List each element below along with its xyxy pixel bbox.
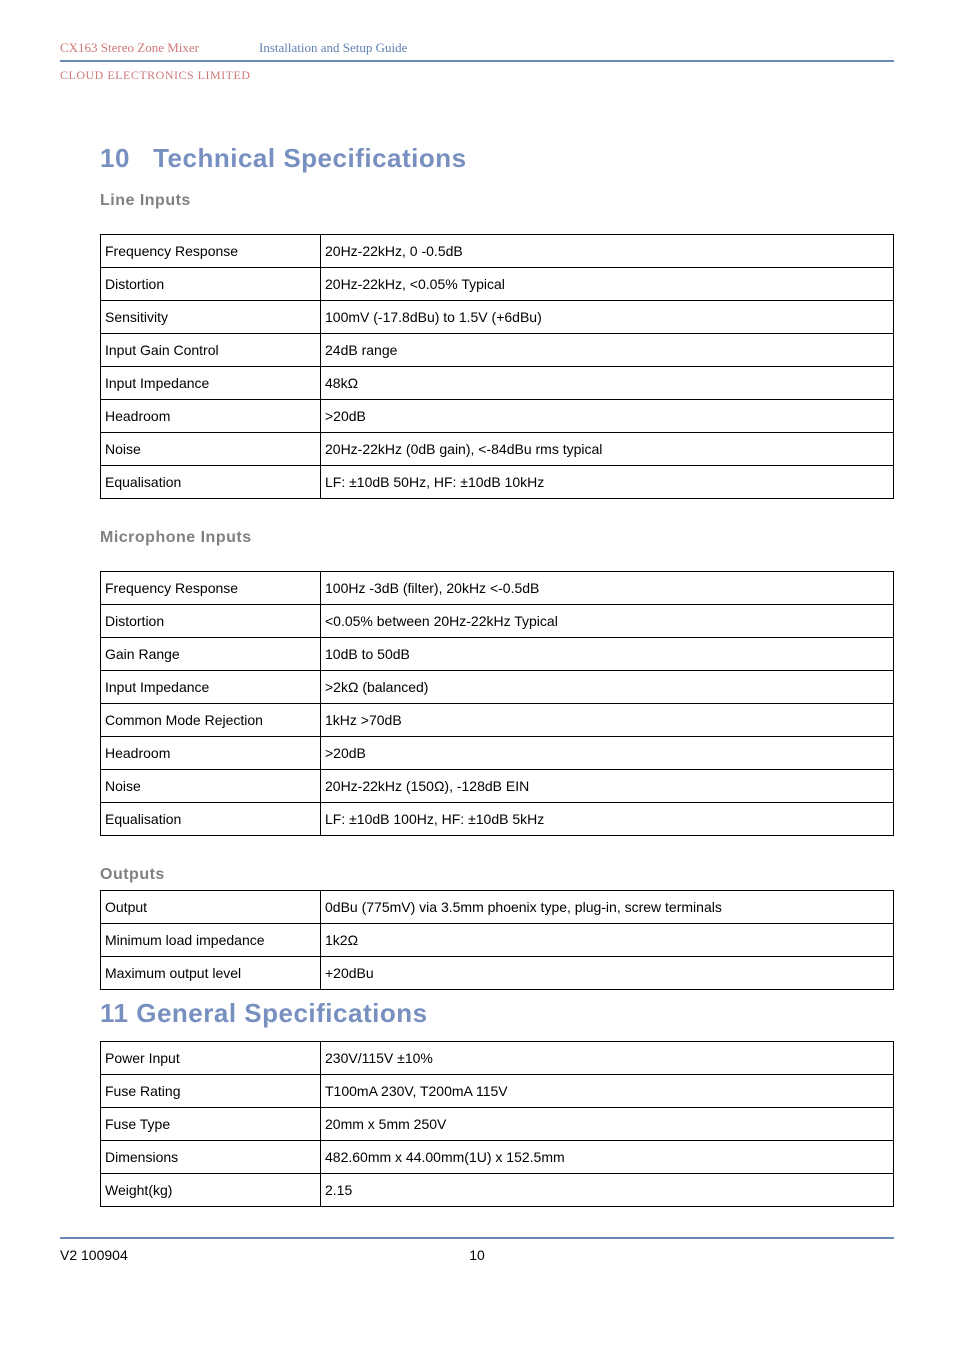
spec-value: <0.05% between 20Hz-22kHz Typical [321, 605, 894, 638]
table-row: Input Impedance48kΩ [101, 367, 894, 400]
header-rule [60, 60, 894, 62]
table-row: Frequency Response20Hz-22kHz, 0 -0.5dB [101, 235, 894, 268]
section-11-heading: 11 General Specifications [100, 998, 894, 1029]
line-inputs-heading: Line Inputs [100, 192, 894, 210]
spec-label: Fuse Type [101, 1108, 321, 1141]
spec-label: Frequency Response [101, 572, 321, 605]
section-10-heading: 10 Technical Specifications [100, 143, 894, 174]
spec-label: Sensitivity [101, 301, 321, 334]
line-inputs-table: Frequency Response20Hz-22kHz, 0 -0.5dB D… [100, 234, 894, 499]
table-row: Weight(kg)2.15 [101, 1174, 894, 1207]
outputs-table: Output0dBu (775mV) via 3.5mm phoenix typ… [100, 890, 894, 990]
spec-value: 20Hz-22kHz, <0.05% Typical [321, 268, 894, 301]
spec-label: Common Mode Rejection [101, 704, 321, 737]
spec-label: Headroom [101, 400, 321, 433]
table-row: Noise20Hz-22kHz (150Ω), -128dB EIN [101, 770, 894, 803]
spec-label: Gain Range [101, 638, 321, 671]
spec-value: >20dB [321, 737, 894, 770]
spec-label: Equalisation [101, 803, 321, 836]
spec-value: 230V/115V ±10% [321, 1042, 894, 1075]
spec-label: Noise [101, 770, 321, 803]
spec-label: Distortion [101, 268, 321, 301]
footer-rule [60, 1237, 894, 1239]
spec-value: 2.15 [321, 1174, 894, 1207]
header-doc-title: Installation and Setup Guide [259, 40, 407, 56]
section-10-number: 10 [100, 143, 130, 173]
spec-label: Output [101, 891, 321, 924]
spec-label: Input Impedance [101, 671, 321, 704]
table-row: EqualisationLF: ±10dB 100Hz, HF: ±10dB 5… [101, 803, 894, 836]
spec-value: 1k2Ω [321, 924, 894, 957]
spec-value: 20mm x 5mm 250V [321, 1108, 894, 1141]
spec-value: >20dB [321, 400, 894, 433]
table-row: Fuse Type20mm x 5mm 250V [101, 1108, 894, 1141]
table-row: Output0dBu (775mV) via 3.5mm phoenix typ… [101, 891, 894, 924]
spec-label: Headroom [101, 737, 321, 770]
table-row: Input Gain Control24dB range [101, 334, 894, 367]
table-row: Distortion20Hz-22kHz, <0.05% Typical [101, 268, 894, 301]
page-footer: V2 100904 10 [60, 1247, 894, 1263]
spec-value: 20Hz-22kHz (150Ω), -128dB EIN [321, 770, 894, 803]
table-row: Minimum load impedance1k2Ω [101, 924, 894, 957]
spec-value: 48kΩ [321, 367, 894, 400]
spec-value: LF: ±10dB 50Hz, HF: ±10dB 10kHz [321, 466, 894, 499]
spec-value: 482.60mm x 44.00mm(1U) x 152.5mm [321, 1141, 894, 1174]
mic-inputs-table: Frequency Response100Hz -3dB (filter), 2… [100, 571, 894, 836]
spec-label: Frequency Response [101, 235, 321, 268]
spec-value: 10dB to 50dB [321, 638, 894, 671]
spec-label: Dimensions [101, 1141, 321, 1174]
page-header: CX163 Stereo Zone Mixer Installation and… [60, 40, 894, 56]
spec-value: 20Hz-22kHz, 0 -0.5dB [321, 235, 894, 268]
spec-label: Input Impedance [101, 367, 321, 400]
table-row: Fuse RatingT100mA 230V, T200mA 115V [101, 1075, 894, 1108]
spec-label: Power Input [101, 1042, 321, 1075]
table-row: EqualisationLF: ±10dB 50Hz, HF: ±10dB 10… [101, 466, 894, 499]
spec-value: 100mV (-17.8dBu) to 1.5V (+6dBu) [321, 301, 894, 334]
spec-value: LF: ±10dB 100Hz, HF: ±10dB 5kHz [321, 803, 894, 836]
spec-value: 1kHz >70dB [321, 704, 894, 737]
table-row: Dimensions482.60mm x 44.00mm(1U) x 152.5… [101, 1141, 894, 1174]
table-row: Headroom>20dB [101, 737, 894, 770]
spec-label: Weight(kg) [101, 1174, 321, 1207]
section-11-title: General Specifications [136, 998, 427, 1028]
spec-value: 20Hz-22kHz (0dB gain), <-84dBu rms typic… [321, 433, 894, 466]
section-11-number: 11 [100, 998, 129, 1028]
spec-label: Noise [101, 433, 321, 466]
spec-label: Fuse Rating [101, 1075, 321, 1108]
mic-inputs-heading: Microphone Inputs [100, 529, 894, 547]
footer-version: V2 100904 [60, 1247, 128, 1263]
company-name: CLOUD ELECTRONICS LIMITED [60, 68, 894, 83]
spec-label: Minimum load impedance [101, 924, 321, 957]
table-row: Gain Range10dB to 50dB [101, 638, 894, 671]
spec-label: Maximum output level [101, 957, 321, 990]
section-10-title: Technical Specifications [153, 143, 467, 173]
table-row: Noise20Hz-22kHz (0dB gain), <-84dBu rms … [101, 433, 894, 466]
table-row: Sensitivity100mV (-17.8dBu) to 1.5V (+6d… [101, 301, 894, 334]
spec-value: 100Hz -3dB (filter), 20kHz <-0.5dB [321, 572, 894, 605]
header-product: CX163 Stereo Zone Mixer [60, 40, 199, 56]
spec-value: +20dBu [321, 957, 894, 990]
spec-label: Equalisation [101, 466, 321, 499]
spec-label: Input Gain Control [101, 334, 321, 367]
table-row: Maximum output level+20dBu [101, 957, 894, 990]
table-row: Distortion<0.05% between 20Hz-22kHz Typi… [101, 605, 894, 638]
table-row: Input Impedance>2kΩ (balanced) [101, 671, 894, 704]
table-row: Power Input230V/115V ±10% [101, 1042, 894, 1075]
spec-value: 0dBu (775mV) via 3.5mm phoenix type, plu… [321, 891, 894, 924]
general-spec-table: Power Input230V/115V ±10% Fuse RatingT10… [100, 1041, 894, 1207]
spec-label: Distortion [101, 605, 321, 638]
table-row: Frequency Response100Hz -3dB (filter), 2… [101, 572, 894, 605]
spec-value: >2kΩ (balanced) [321, 671, 894, 704]
footer-spacer [890, 1247, 894, 1263]
table-row: Common Mode Rejection1kHz >70dB [101, 704, 894, 737]
footer-page-number: 10 [469, 1247, 485, 1263]
spec-value: T100mA 230V, T200mA 115V [321, 1075, 894, 1108]
outputs-heading: Outputs [100, 866, 894, 884]
spec-value: 24dB range [321, 334, 894, 367]
table-row: Headroom>20dB [101, 400, 894, 433]
